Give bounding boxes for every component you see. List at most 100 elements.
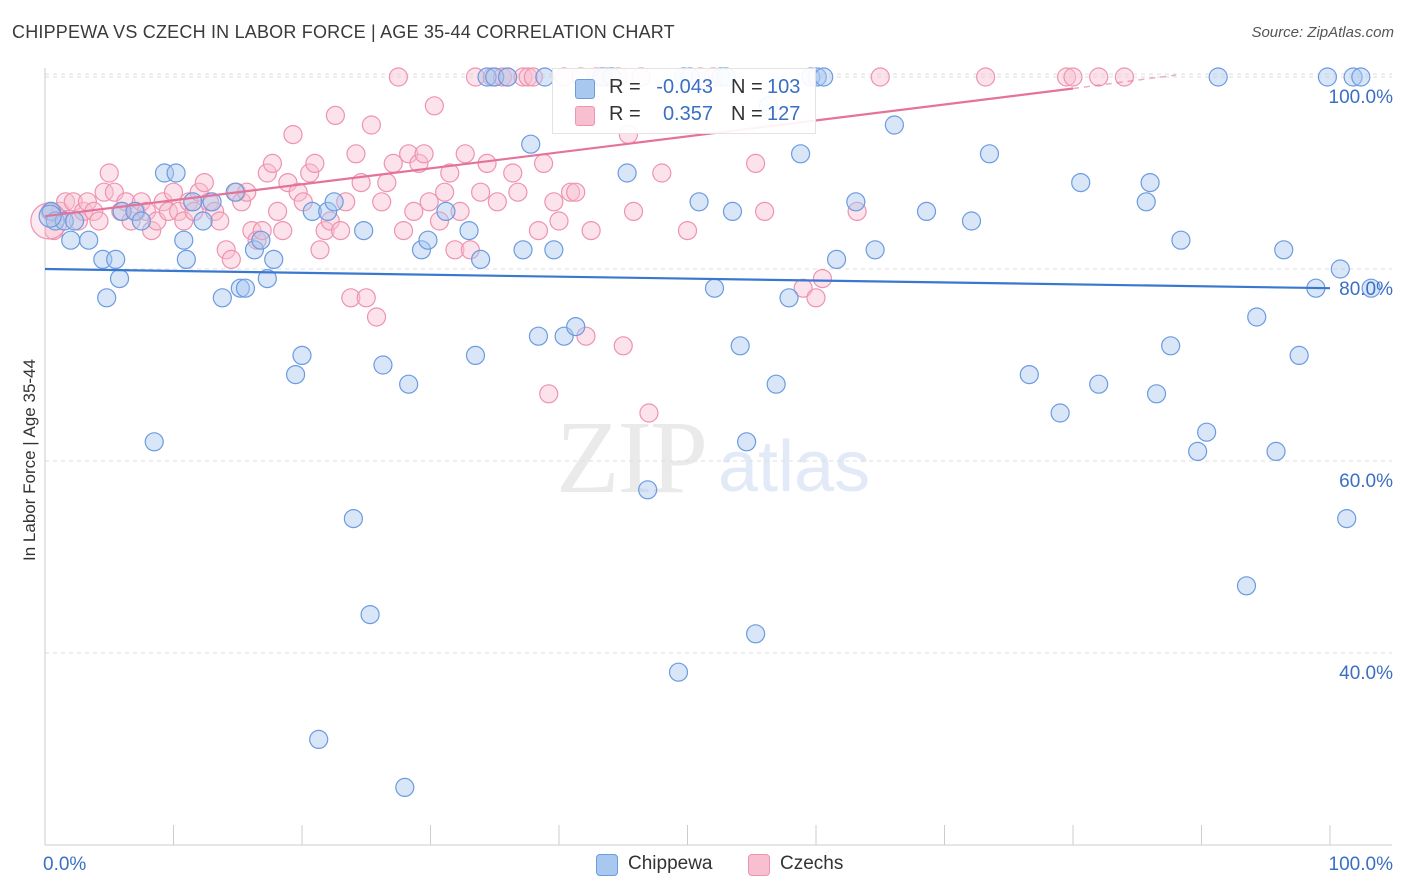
czech-point — [341, 288, 361, 308]
czech-point — [409, 153, 429, 173]
czech-point — [63, 192, 83, 212]
y-tick-label-40: 40.0% — [1339, 663, 1393, 684]
czech-point — [450, 201, 470, 221]
chippewa-point — [131, 211, 151, 231]
czech-point — [158, 201, 178, 221]
chippewa-point — [230, 278, 250, 298]
chippewa-point — [737, 432, 757, 452]
axes — [44, 68, 1392, 846]
czech-point — [492, 67, 513, 87]
chippewa-point — [1247, 307, 1267, 327]
chippewa-point — [513, 240, 533, 260]
czech-point — [455, 144, 475, 164]
czech-point — [283, 125, 303, 145]
chippewa-point — [689, 192, 709, 212]
czech-point — [221, 249, 241, 269]
tick-labels: 40.0% 60.0% 80.0% 100.0% 0.0% 100.0% — [43, 87, 1393, 875]
chippewa-point — [373, 355, 393, 375]
czech-point — [793, 278, 813, 298]
chippewa-point — [1343, 67, 1363, 87]
czech-point — [372, 192, 392, 212]
czech-point — [252, 221, 272, 241]
chippewa-point — [471, 249, 491, 269]
chippewa-point — [360, 604, 380, 625]
czech-point — [131, 192, 151, 212]
czech-point — [976, 67, 996, 87]
watermark-zip: ZIP — [556, 400, 708, 515]
chippewa-point — [916, 201, 937, 221]
chippewa-point — [302, 201, 322, 221]
czech-point — [377, 173, 397, 193]
czech-point — [623, 201, 644, 221]
czech-point — [414, 144, 434, 164]
chippewa-point — [722, 201, 743, 221]
chippewa-point — [884, 115, 904, 135]
x-tick-label-end: 100.0% — [1329, 854, 1394, 875]
n-label: N = — [731, 103, 763, 125]
x-tick-label-start: 0.0% — [43, 854, 86, 875]
chippewa-point — [766, 374, 786, 394]
czech-point — [652, 163, 672, 183]
chippewa-point — [1188, 441, 1208, 461]
chippewa-point — [465, 345, 486, 365]
chippewa-point — [174, 230, 194, 250]
czech-point — [194, 173, 214, 193]
czech-point — [746, 153, 766, 173]
chart-title: CHIPPEWA VS CZECH IN LABOR FORCE | AGE 3… — [12, 22, 675, 42]
chippewa-point — [154, 163, 175, 183]
stats-row-chippewa: R = -0.043 N = 103 — [553, 73, 815, 103]
chippewa-point — [1337, 508, 1357, 529]
chippewa-point — [183, 192, 203, 212]
chippewa-point — [64, 211, 85, 231]
chippewa-swatch — [575, 79, 595, 99]
czech-point — [471, 182, 491, 202]
czech-point — [1063, 67, 1083, 87]
chippewa-point — [544, 240, 564, 260]
czech-point — [288, 182, 308, 202]
y-tick-label-80: 80.0% — [1339, 279, 1393, 300]
czech-point — [533, 153, 554, 173]
chippewa-point — [704, 278, 725, 298]
czech-point — [1089, 67, 1109, 87]
czech-point — [523, 67, 543, 87]
chippewa-point — [1050, 403, 1070, 423]
czech-point — [142, 221, 162, 241]
czech-point — [460, 240, 480, 260]
czech-point — [812, 269, 833, 289]
chippewa-point — [730, 336, 750, 356]
czech-point — [55, 192, 76, 212]
y-tick-label-100: 100.0% — [1329, 87, 1394, 108]
czech-point — [273, 221, 293, 241]
chippewa-point — [1136, 192, 1156, 212]
czech-point — [300, 163, 320, 183]
chippewa-point — [528, 326, 549, 346]
czech-legend-swatch — [748, 854, 770, 876]
czech-point — [305, 153, 325, 173]
chippewa-point — [54, 211, 74, 231]
chippewa-point — [668, 662, 689, 682]
chippewa-point — [144, 432, 164, 452]
czech-point — [325, 105, 346, 126]
czech-point — [870, 67, 890, 87]
chippewa-point — [79, 230, 99, 250]
chippewa-point — [1140, 173, 1160, 193]
chippewa-point — [436, 201, 456, 221]
czech-point — [549, 211, 569, 231]
czech-point — [508, 182, 528, 202]
chippewa-point — [814, 67, 834, 87]
czech-point — [99, 163, 119, 183]
czech-point — [613, 336, 633, 356]
chippewa-point — [235, 278, 256, 298]
chippewa-point — [395, 777, 415, 798]
chippewa-points — [38, 67, 1381, 798]
czech-point — [346, 144, 366, 164]
chippewa-point — [865, 240, 885, 260]
czech-point — [366, 307, 387, 327]
czech-point — [89, 211, 109, 231]
czech-point — [440, 163, 460, 183]
chippewa-point — [477, 67, 497, 87]
czech-point — [503, 163, 523, 183]
chippewa-point — [1289, 345, 1309, 365]
chippewa-point — [202, 192, 222, 212]
